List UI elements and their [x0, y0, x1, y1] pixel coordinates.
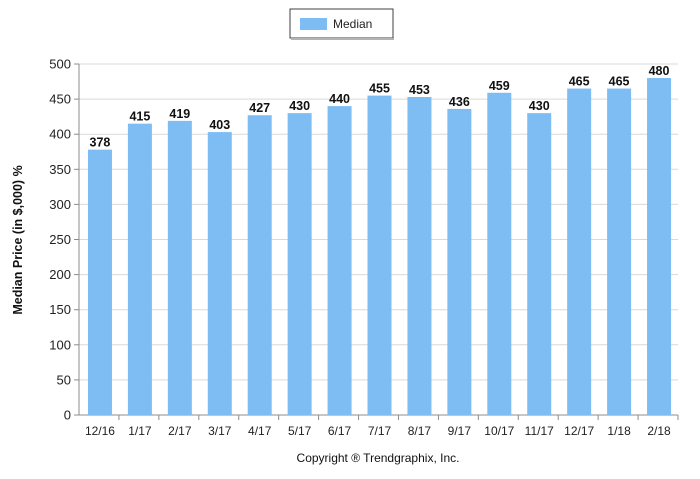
bar-1-18 — [607, 88, 632, 415]
x-tick-label: 10/17 — [484, 424, 514, 438]
x-tick-label: 9/17 — [448, 424, 472, 438]
x-tick-label: 7/17 — [368, 424, 392, 438]
x-tick-label: 2/18 — [647, 424, 671, 438]
y-tick-label: 400 — [49, 127, 71, 142]
x-tick-label: 8/17 — [408, 424, 432, 438]
y-tick-label: 500 — [49, 57, 71, 72]
data-label: 480 — [649, 64, 670, 78]
data-label: 455 — [369, 82, 390, 96]
y-axis-ticks: 0 50 100 150 200 250 300 350 400 450 500 — [49, 57, 79, 423]
legend-label: Median — [333, 17, 372, 31]
bar-1-17 — [127, 123, 152, 416]
data-label: 415 — [129, 110, 150, 124]
y-tick-label: 250 — [49, 232, 71, 247]
bar-2-18 — [647, 78, 672, 415]
legend: Median — [289, 8, 394, 40]
x-tick-label: 2/17 — [168, 424, 192, 438]
data-label: 436 — [449, 95, 470, 109]
data-label: 430 — [289, 99, 310, 113]
x-tick-label: 1/18 — [607, 424, 631, 438]
x-tick-label: 4/17 — [248, 424, 272, 438]
bar-9-17 — [447, 108, 472, 415]
bar-5-17 — [287, 113, 312, 415]
data-labels: 378 415 419 403 427 430 440 455 453 436 459 430 465 4… — [90, 64, 670, 150]
x-tick-label: 5/17 — [288, 424, 312, 438]
bar-12-16 — [87, 149, 112, 416]
bars — [87, 78, 672, 416]
y-tick-label: 200 — [49, 267, 71, 282]
y-tick-label: 100 — [49, 337, 71, 352]
y-axis-title: Median Price (in $,000) % — [11, 165, 25, 314]
data-label: 427 — [249, 101, 270, 115]
x-tick-label: 12/17 — [564, 424, 594, 438]
bar-6-17 — [327, 106, 352, 416]
data-label: 378 — [90, 136, 111, 150]
y-tick-label: 450 — [49, 92, 71, 107]
bar-7-17 — [367, 95, 392, 415]
y-tick-label: 300 — [49, 197, 71, 212]
data-label: 430 — [529, 99, 550, 113]
legend-shadow — [291, 38, 394, 40]
bar-4-17 — [247, 115, 272, 415]
x-tick-label: 1/17 — [128, 424, 152, 438]
data-label: 459 — [489, 79, 510, 93]
copyright-text: Copyright ® Trendgraphix, Inc. — [297, 451, 460, 465]
data-label: 419 — [169, 107, 190, 121]
y-tick-label: 50 — [57, 372, 71, 387]
bar-10-17 — [487, 92, 512, 416]
bar-8-17 — [407, 96, 432, 415]
y-tick-label: 150 — [49, 302, 71, 317]
x-tick-label: 12/16 — [85, 424, 115, 438]
y-tick-label: 350 — [49, 162, 71, 177]
bar-11-17 — [527, 113, 552, 415]
data-label: 465 — [609, 75, 630, 89]
data-label: 453 — [409, 83, 430, 97]
x-tick-label: 3/17 — [208, 424, 232, 438]
data-label: 465 — [569, 75, 590, 89]
bar-12-17 — [567, 88, 592, 415]
legend-swatch — [300, 18, 327, 30]
data-label: 403 — [209, 118, 230, 132]
bar-3-17 — [207, 132, 232, 415]
x-axis-ticks: 12/16 1/17 2/17 3/17 4/17 5/17 6/17 7/17 8/17 9/1… — [85, 415, 679, 438]
x-tick-label: 6/17 — [328, 424, 352, 438]
y-tick-label: 0 — [64, 408, 71, 423]
bar-2-17 — [167, 120, 192, 415]
x-tick-label: 11/17 — [525, 424, 554, 438]
data-label: 440 — [329, 92, 350, 106]
